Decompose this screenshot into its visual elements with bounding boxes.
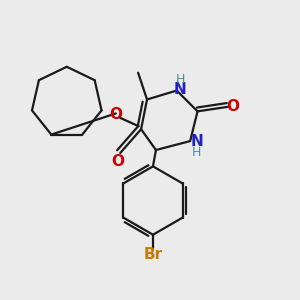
- Text: H: H: [192, 146, 201, 159]
- Text: N: N: [174, 82, 187, 97]
- Text: O: O: [226, 98, 239, 113]
- Text: O: O: [109, 107, 122, 122]
- Text: N: N: [190, 134, 203, 149]
- Text: H: H: [176, 73, 185, 86]
- Text: Br: Br: [143, 247, 163, 262]
- Text: O: O: [111, 154, 124, 169]
